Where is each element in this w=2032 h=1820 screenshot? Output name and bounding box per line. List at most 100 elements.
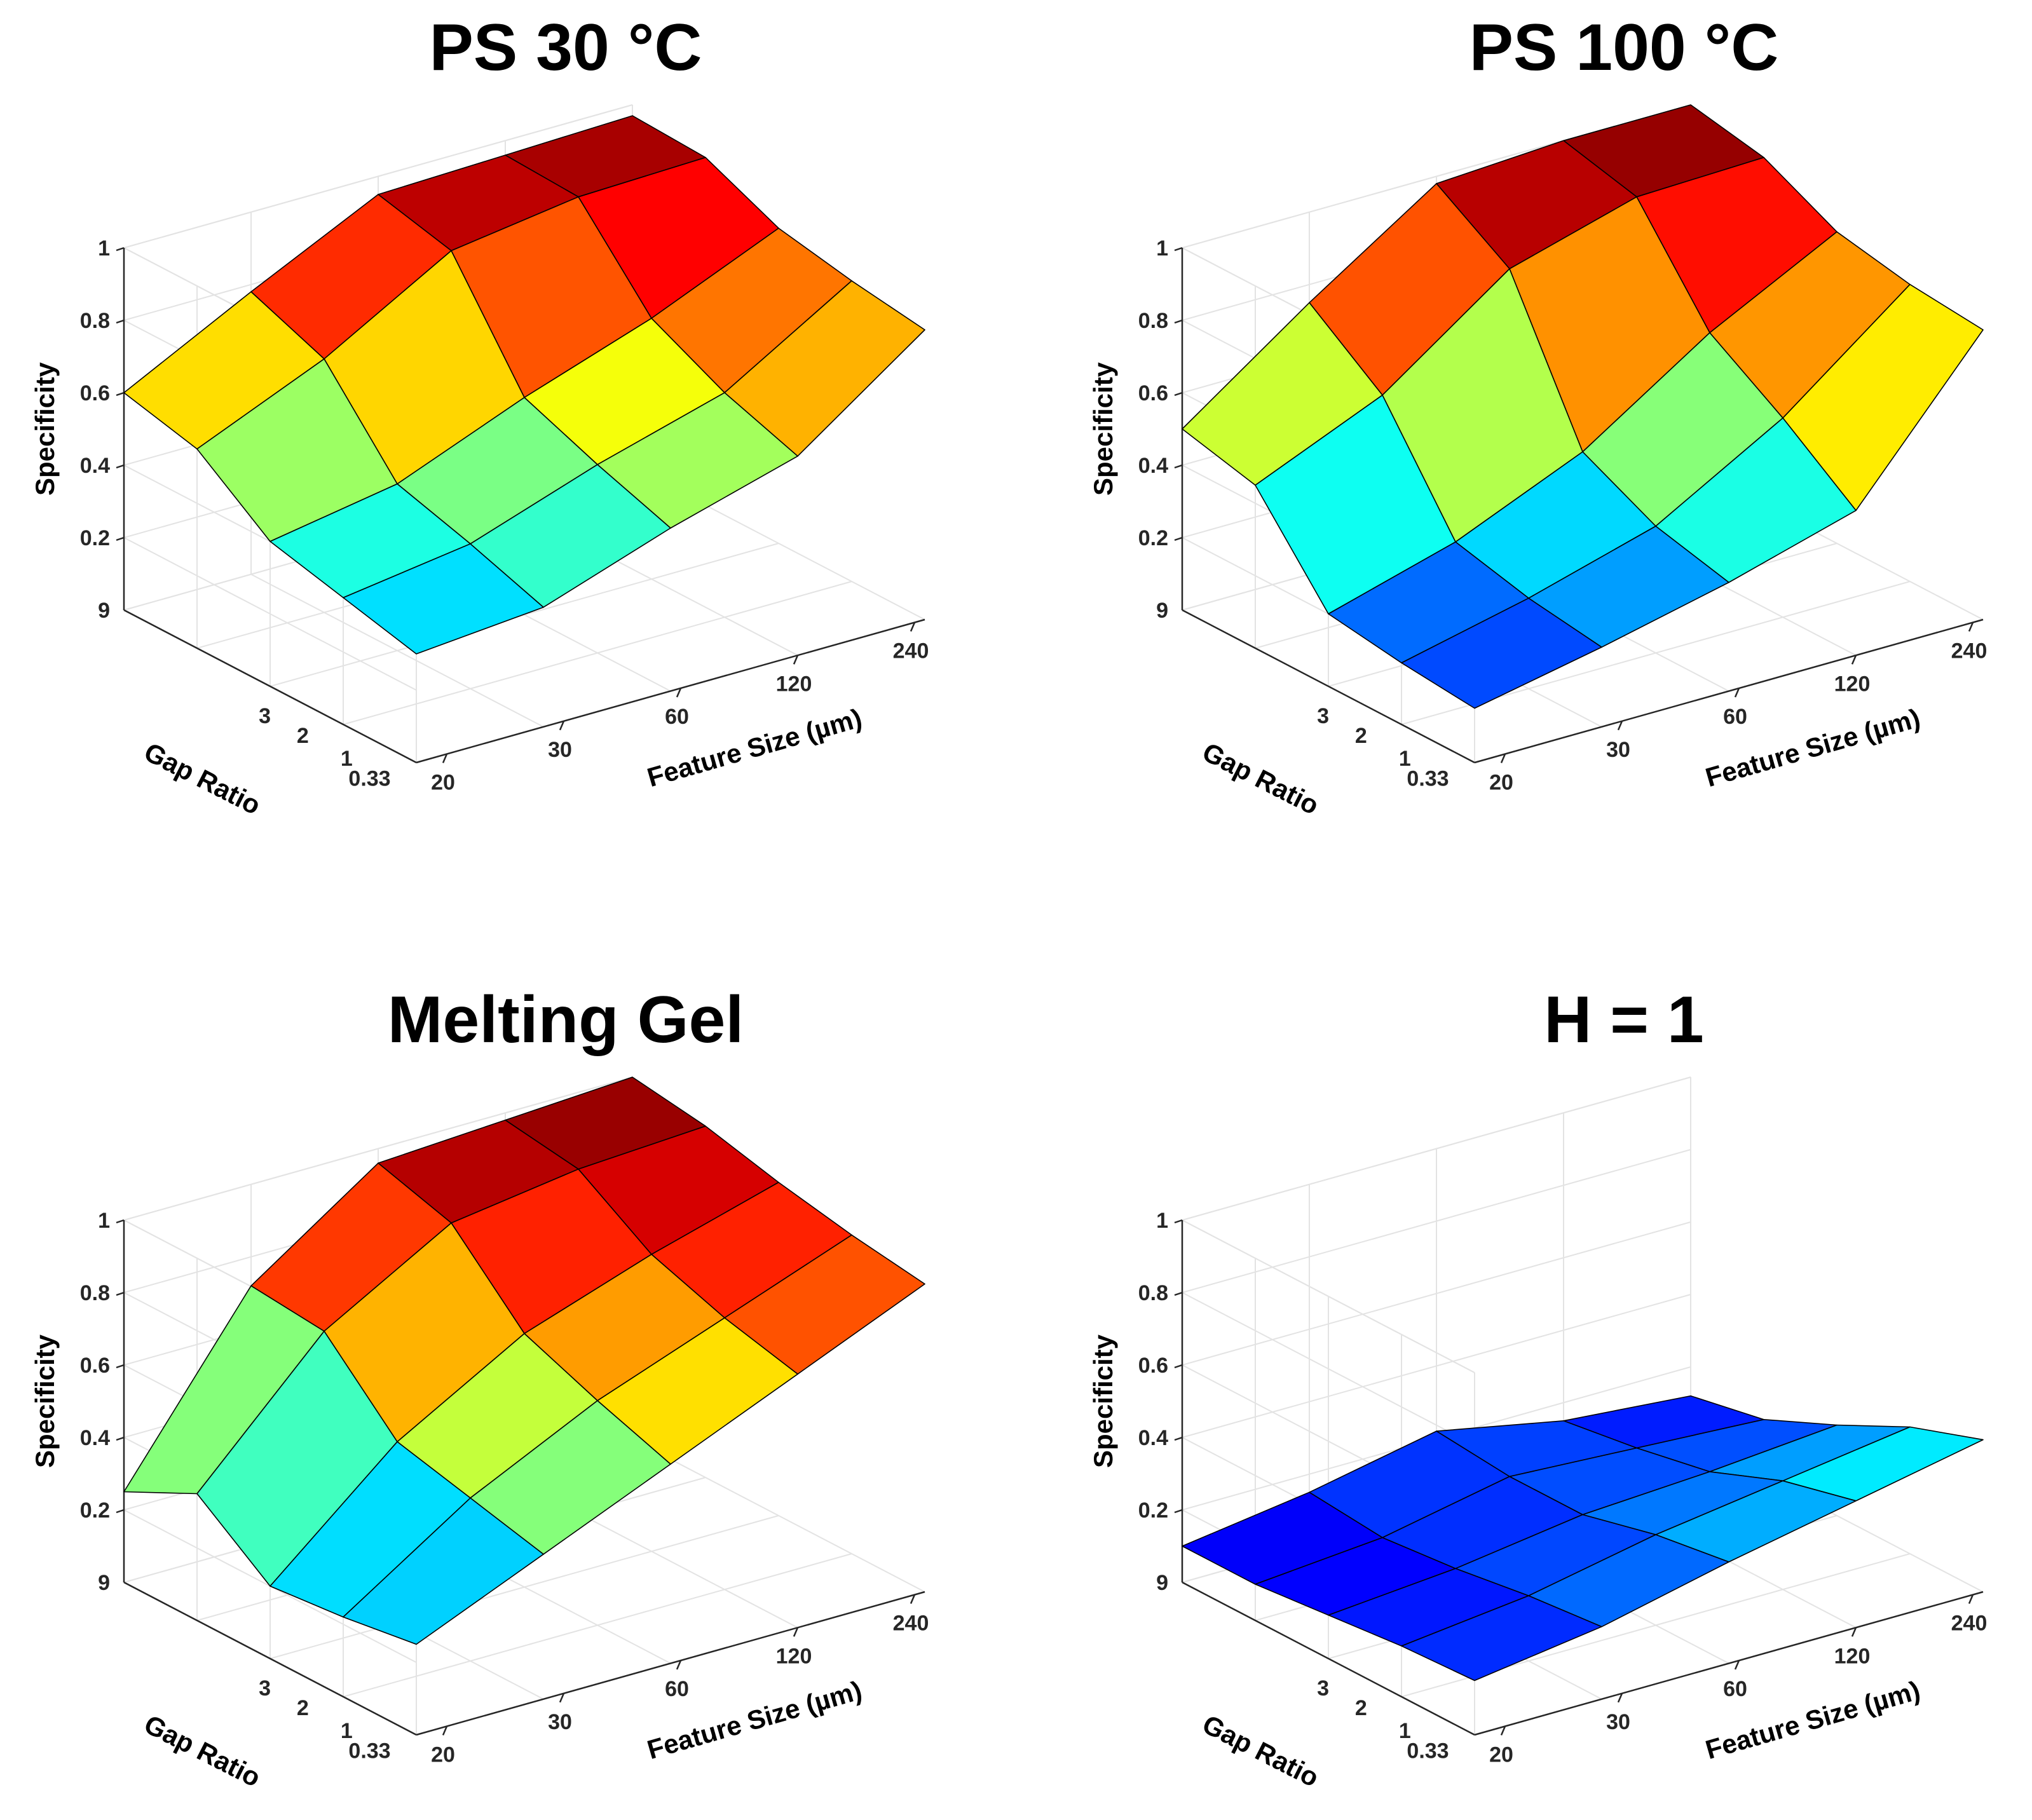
gridline-floor-y [269, 543, 779, 687]
surface-patch [1401, 1595, 1602, 1681]
surface [1182, 104, 1984, 709]
feature-tick-mark [1617, 1693, 1623, 1703]
z-tick-label: 0.2 [80, 1498, 110, 1523]
panel-title: Melting Gel [388, 983, 744, 1057]
feature-tick-label: 20 [431, 1743, 455, 1767]
feature-tick-mark [910, 1594, 916, 1604]
z-tick-label: 0.4 [80, 1426, 110, 1450]
gap-axis-line [1182, 609, 1475, 764]
z-ticks: 9 0.2 0.4 0.6 0.8 1 [80, 1209, 125, 1595]
gap-axis-line [1182, 1581, 1475, 1736]
gap-tick-label: 2 [1355, 1696, 1367, 1720]
feature-tick-label: 20 [1489, 771, 1513, 795]
surface [123, 1076, 925, 1645]
feature-tick-label: 30 [548, 1710, 572, 1734]
feature-axis-line [1474, 618, 1984, 764]
gap-tick-label: 1 [341, 1719, 353, 1743]
feature-tick-label: 60 [665, 705, 689, 729]
feature-tick-label: 60 [665, 1677, 689, 1701]
z-tick-mark [116, 247, 125, 252]
feature-tick-label: 30 [1606, 738, 1630, 762]
z-tick-mark [1174, 1436, 1183, 1441]
gap-axis-label: Gap Ratio [140, 737, 266, 820]
z-ticks: 9 0.2 0.4 0.6 0.8 1 [1138, 1209, 1183, 1595]
feature-ticks: 20 30 60 120 240 [1489, 622, 1988, 795]
z-tick-label: 0.4 [1138, 1426, 1168, 1450]
surface-patch [343, 543, 544, 655]
gap-axis-line [123, 1581, 417, 1736]
feature-tick-mark [793, 1627, 799, 1637]
z-tick-mark [1174, 1219, 1183, 1224]
gap-ticks: 3 2 10.33 [259, 1676, 391, 1763]
axes [1181, 1220, 1984, 1736]
feature-ticks: 20 30 60 120 240 [431, 1594, 929, 1767]
feature-tick-label: 20 [1489, 1743, 1513, 1767]
gap-tick-label: 0.33 [1407, 766, 1449, 791]
gridline-floor-y [269, 1515, 779, 1659]
z-tick-label: 0.8 [80, 1281, 110, 1305]
z-axis-label: Specificity [30, 1334, 60, 1468]
feature-tick-label: 120 [776, 1644, 812, 1668]
feature-tick-mark [676, 1660, 682, 1670]
z-tick-base-label: 9 [98, 1571, 110, 1595]
z-tick-label: 1 [98, 236, 110, 261]
feature-axis-line [1474, 1591, 1984, 1736]
feature-tick-label: 240 [893, 639, 929, 663]
feature-tick-mark [793, 655, 799, 665]
feature-tick-mark [910, 622, 916, 632]
gridline-floor-y [343, 581, 852, 725]
surface-patch [343, 1497, 544, 1645]
gap-tick-label: 3 [259, 1676, 271, 1701]
z-tick-base-label: 9 [1156, 1571, 1168, 1595]
axes [123, 248, 925, 764]
z-tick-mark [1174, 247, 1183, 252]
z-tick-label: 0.6 [80, 1354, 110, 1378]
gap-tick-label: 3 [1317, 1676, 1329, 1701]
z-tick-label: 0.8 [1138, 309, 1168, 333]
z-ticks: 9 0.2 0.4 0.6 0.8 1 [80, 236, 125, 623]
z-tick-mark [1174, 391, 1183, 397]
z-tick-label: 0.4 [1138, 454, 1168, 478]
gap-tick-label: 1 [1399, 1719, 1411, 1743]
feature-tick-label: 30 [548, 738, 572, 762]
feature-tick-mark [559, 1693, 565, 1703]
feature-tick-mark [1968, 622, 1974, 632]
z-tick-mark [116, 464, 125, 469]
surface [123, 115, 925, 655]
feature-axis-line [416, 1591, 925, 1736]
gap-tick-label: 0.33 [1407, 1739, 1449, 1763]
feature-tick-mark [1851, 1627, 1857, 1637]
gap-tick-label: 3 [1317, 704, 1329, 728]
grid [1180, 1076, 1984, 1735]
feature-tick-mark [1968, 1594, 1974, 1604]
z-tick-label: 1 [1156, 1209, 1168, 1233]
feature-tick-label: 20 [431, 771, 455, 795]
z-axis-label: Specificity [1088, 362, 1118, 496]
feature-tick-mark [676, 688, 682, 698]
feature-axis-line [416, 618, 925, 764]
feature-tick-mark [559, 721, 565, 731]
surface-patch [1401, 597, 1602, 709]
gap-tick-label: 1 [341, 747, 353, 771]
gap-tick-label: 2 [297, 724, 309, 748]
feature-tick-mark [1500, 1726, 1506, 1735]
z-tick-mark [116, 391, 125, 397]
z-tick-mark [1174, 319, 1183, 324]
gap-axis-line [123, 609, 417, 764]
z-tick-label: 0.6 [1138, 381, 1168, 405]
feature-tick-mark [1617, 721, 1623, 731]
z-tick-label: 0.4 [80, 454, 110, 478]
z-tick-mark [116, 319, 125, 324]
feature-tick-mark [1500, 754, 1506, 763]
feature-tick-label: 240 [1951, 639, 1988, 663]
axes [123, 1220, 925, 1736]
gap-tick-label: 2 [1355, 724, 1367, 748]
feature-tick-label: 120 [1834, 672, 1871, 696]
z-axis-label: Specificity [30, 362, 60, 496]
z-tick-mark [1174, 1509, 1183, 1514]
z-tick-label: 0.8 [80, 309, 110, 333]
z-tick-label: 0.2 [80, 526, 110, 550]
